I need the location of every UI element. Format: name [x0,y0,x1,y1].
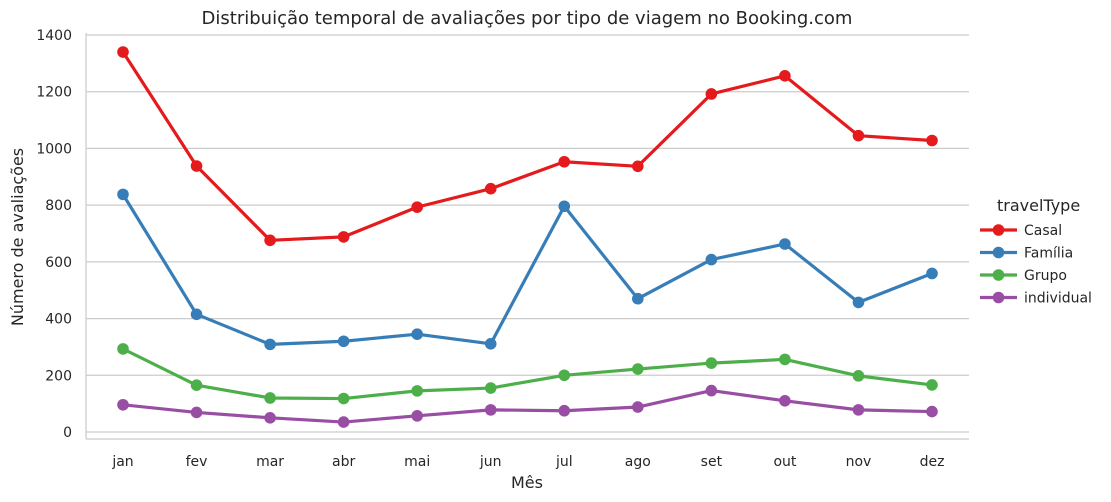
data-point [411,385,423,397]
legend-marker [992,269,1005,281]
x-tick-label: mai [404,454,430,470]
data-point [337,392,350,405]
data-point [117,46,129,58]
data-point [411,410,423,422]
x-tick-label: mar [256,454,284,470]
data-point [190,379,203,392]
data-point [558,404,571,417]
x-tick-label: dez [920,454,945,470]
data-point [264,234,276,247]
x-tick-label: out [773,454,796,470]
legend-marker [992,246,1005,259]
data-point [190,406,203,419]
data-point [558,200,571,213]
data-point [632,160,644,173]
series-line [121,347,934,401]
y-tick-labels: 0 200 400 600 800 1000 1200 1400 [36,28,72,441]
series-line [121,50,934,242]
data-point [264,392,276,404]
series-grupo [117,343,938,405]
y-tick-label: 400 [45,312,72,328]
y-tick-label: 600 [45,255,72,271]
data-point [632,292,644,305]
y-tick-label: 0 [63,425,72,441]
data-point [705,88,718,100]
legend-label: Família [1024,246,1073,262]
y-tick-label: 1000 [36,141,72,157]
legend: travelType Casal Família Grupo individual [980,196,1092,307]
data-point [632,363,644,375]
x-tick-label: fev [186,454,208,470]
data-point [558,155,571,168]
data-point [411,328,423,340]
data-point [337,335,350,348]
data-point [484,182,497,195]
data-point [852,404,865,416]
legend-label: individual [1024,291,1092,307]
data-point [779,238,791,250]
data-point [926,405,938,418]
data-point [117,188,129,201]
data-point [411,201,423,213]
data-point [337,231,350,243]
data-point [926,379,938,391]
data-point [779,395,791,407]
data-point [484,382,497,394]
x-tick-label: ago [625,454,651,470]
data-point [337,416,350,428]
data-point [190,308,203,321]
axes [85,33,969,440]
data-point [190,160,203,172]
series-família [117,188,938,351]
data-point [852,296,865,309]
data-point [852,129,865,142]
series-line [121,192,934,346]
data-point [264,412,276,424]
y-tick-label: 200 [45,368,72,384]
data-point [558,369,571,382]
data-point [926,267,938,280]
x-tick-label: set [701,454,723,470]
series-group [117,46,938,428]
legend-title: travelType [997,196,1080,215]
y-tick-label: 1400 [36,28,72,44]
legend-item: Família [980,246,1073,262]
data-point [264,338,276,351]
data-point [705,384,718,397]
legend-marker [992,291,1005,304]
data-point [926,134,938,147]
data-point [117,398,129,411]
data-point [484,404,497,416]
data-point [705,253,718,266]
legend-item: Casal [980,223,1062,239]
legend-item: individual [980,291,1092,307]
data-point [779,70,791,82]
legend-label: Casal [1024,223,1062,239]
series-casal [117,46,938,247]
data-point [705,357,718,369]
x-tick-label: jul [555,454,573,470]
data-point [852,370,865,382]
y-tick-label: 800 [45,198,72,214]
series-line [121,388,934,424]
y-axis-label: Número de avaliações [8,148,27,326]
x-tick-labels: jan fev mar abr mai jun jul ago set out nov dez [111,454,944,470]
legend-items: Casal Família Grupo individual [980,223,1092,307]
data-point [117,343,129,355]
y-tick-label: 1200 [36,85,72,101]
series-individual [117,384,938,428]
legend-item: Grupo [980,268,1067,284]
x-tick-label: jun [479,454,502,470]
x-tick-label: nov [846,454,872,470]
data-point [484,338,497,350]
chart-title: Distribuição temporal de avaliações por … [202,8,853,29]
legend-label: Grupo [1024,268,1067,284]
data-point [779,353,791,366]
legend-marker [992,224,1005,236]
x-axis-label: Mês [511,473,543,492]
x-tick-label: abr [332,454,355,470]
x-tick-label: jan [111,454,133,470]
data-point [632,401,644,413]
